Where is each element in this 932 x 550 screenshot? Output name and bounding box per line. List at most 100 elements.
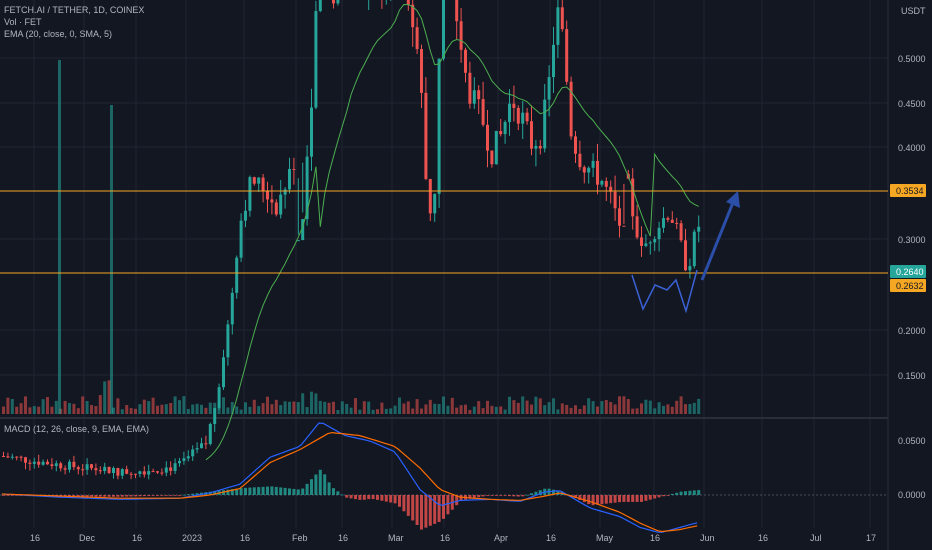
macd-histogram-bar — [213, 491, 217, 495]
volume-bar — [393, 405, 397, 414]
candle-body — [173, 463, 177, 471]
candle-body — [182, 458, 186, 461]
time-axis[interactable]: 16 Dec 16 2023 16 Feb 16 Mar 16 Apr 16 M… — [30, 533, 876, 543]
volume-bar — [477, 401, 481, 414]
volume-bar — [239, 409, 243, 414]
candle-body — [239, 220, 243, 258]
symbol-title[interactable]: FETCH.AI / TETHER, 1D, COINEX — [4, 5, 145, 15]
candle-body — [565, 29, 569, 82]
macd-histogram-bar — [81, 495, 85, 497]
volume-bar — [164, 404, 168, 414]
candle-body — [442, 0, 445, 59]
macd-histogram-bar — [538, 490, 542, 495]
macd-histogram-bar — [10, 495, 14, 496]
macd-histogram-bar — [613, 495, 617, 503]
volume-bar — [415, 399, 419, 414]
macd-axis[interactable]: 0.0500 0.0000 — [898, 436, 926, 500]
macd-tick: 0.0000 — [898, 490, 926, 500]
macd-tick: 0.0500 — [898, 436, 926, 446]
double-bottom-drawing[interactable] — [631, 269, 698, 314]
volume-bar — [358, 409, 362, 414]
price-axis[interactable]: 0.5000 0.4500 0.4000 0.3000 0.2000 0.150… — [898, 54, 926, 381]
candle-body — [178, 460, 181, 464]
volume-bar — [6, 397, 10, 414]
time-tick: 16 — [240, 533, 250, 543]
candle-body — [200, 443, 203, 449]
macd-histogram — [2, 469, 701, 530]
volume-bar — [376, 409, 379, 414]
candle-body — [191, 449, 195, 457]
macd-histogram-bar — [670, 493, 674, 495]
macd-histogram-bar — [411, 495, 415, 521]
candle-body — [160, 472, 164, 474]
candle-body — [288, 168, 291, 190]
candle-body — [552, 44, 555, 78]
candle-body — [662, 218, 665, 228]
candle-body — [587, 167, 591, 173]
macd-histogram-bar — [591, 495, 595, 506]
time-tick: Jun — [700, 533, 715, 543]
price-tick: 0.3000 — [898, 235, 926, 245]
volume-bar — [468, 409, 472, 414]
macd-histogram-bar — [2, 495, 5, 496]
macd-histogram-bar — [486, 495, 489, 496]
macd-histogram-bar — [288, 488, 291, 495]
candle-body — [455, 0, 459, 22]
candle-body — [481, 99, 485, 125]
volume-bar — [178, 400, 181, 414]
macd-histogram-bar — [472, 495, 476, 498]
volume-bar — [613, 404, 617, 414]
volume-bar — [41, 399, 45, 414]
ema-legend[interactable]: EMA (20, close, 0, SMA, 5) — [4, 29, 113, 39]
macd-histogram-bar — [653, 495, 657, 499]
macd-histogram-bar — [230, 489, 234, 495]
volume-bar — [46, 397, 49, 414]
volume-bar — [494, 406, 498, 414]
volume-bar — [261, 403, 265, 414]
candle-body — [666, 218, 670, 220]
projection-arrow[interactable] — [700, 191, 740, 281]
macd-histogram-bar — [516, 495, 520, 497]
volume-bar — [534, 396, 538, 414]
volume-bar — [618, 396, 621, 414]
candle-body — [116, 467, 120, 476]
macd-histogram-bar — [6, 495, 10, 496]
volume-bar — [72, 403, 76, 414]
volume-bar — [15, 406, 19, 414]
volume-bar — [688, 403, 692, 414]
volume-bar — [244, 402, 247, 414]
volume-bar — [406, 401, 410, 414]
candle-body — [125, 469, 129, 474]
macd-histogram-bar — [393, 495, 397, 504]
macd-histogram-bar — [662, 495, 665, 497]
volume-bar — [389, 408, 393, 414]
volume-bar — [648, 400, 652, 414]
volume-bar — [679, 396, 683, 414]
macd-histogram-bar — [301, 488, 305, 495]
volume-bar — [270, 404, 274, 414]
macd-histogram-bar — [380, 495, 384, 501]
volume-bar — [411, 408, 415, 414]
volume-legend[interactable]: Vol · FET — [4, 17, 42, 27]
candle-body — [600, 180, 604, 185]
macd-histogram-bar — [582, 495, 586, 503]
candle-body — [226, 324, 230, 358]
macd-histogram-bar — [675, 492, 679, 495]
time-tick: Dec — [79, 533, 96, 543]
candle-body — [521, 112, 525, 124]
macd-histogram-bar — [402, 495, 406, 512]
volume-bar — [32, 406, 36, 414]
macd-histogram-bar — [692, 490, 696, 495]
candle-body — [15, 456, 19, 458]
macd-legend[interactable]: MACD (12, 26, close, 9, EMA, EMA) — [4, 424, 150, 434]
macd-histogram-bar — [525, 494, 529, 496]
candle-body — [186, 456, 190, 459]
macd-histogram-bar — [349, 495, 353, 499]
candle-body — [41, 461, 45, 465]
candle-body — [305, 156, 309, 220]
macd-histogram-bar — [151, 495, 155, 496]
time-tick: Apr — [494, 533, 508, 543]
macd-histogram-bar — [195, 493, 199, 495]
volume-bar — [631, 408, 635, 414]
